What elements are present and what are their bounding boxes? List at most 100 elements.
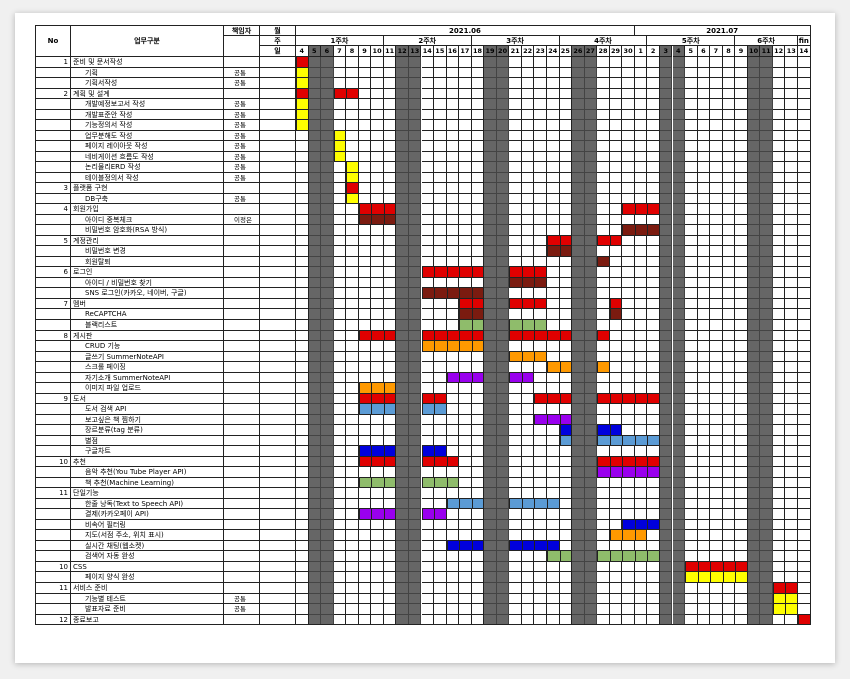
weekend-column [308, 46, 322, 626]
day-cell [622, 298, 635, 310]
day-cell [697, 362, 711, 373]
day-cell [358, 267, 372, 278]
task-name: 페이지 양식 완성 [71, 572, 224, 583]
day-cell [346, 351, 359, 363]
day-cell [584, 267, 598, 278]
day-cell [484, 99, 497, 110]
task-name: CSS [71, 561, 224, 573]
day-cell [735, 235, 748, 247]
day-cell [634, 99, 648, 110]
day-cell [446, 99, 460, 110]
bar-divider [521, 267, 523, 278]
day-cell [496, 277, 510, 289]
day-cell [421, 120, 435, 131]
day-cell [798, 120, 811, 131]
day-cell [710, 583, 723, 594]
row-spacer [260, 593, 296, 605]
day-cell [697, 330, 711, 342]
day-cell [446, 604, 460, 615]
day-cell [747, 488, 761, 499]
gantt-bar-darkred [609, 309, 623, 320]
day-cell [496, 141, 510, 152]
day-cell [509, 130, 522, 142]
day-cell [333, 572, 347, 583]
day-cell [396, 551, 409, 562]
day-cell [521, 204, 535, 215]
day-cell [346, 614, 359, 626]
bar-divider [634, 456, 636, 468]
day-cell [647, 488, 660, 499]
bar-divider [346, 88, 348, 100]
day-header: 11 [383, 46, 397, 57]
day-cell [785, 120, 798, 131]
day-cell [484, 298, 497, 310]
day-cell [798, 435, 811, 447]
day-cell [735, 141, 748, 152]
day-cell [459, 456, 472, 468]
day-cell [722, 225, 736, 236]
day-cell [496, 309, 510, 320]
day-cell [747, 593, 761, 605]
day-cell [459, 225, 472, 236]
day-cell [609, 414, 623, 426]
bar-divider [722, 572, 724, 583]
day-cell [747, 120, 761, 131]
day-cell [760, 67, 773, 79]
day-cell [760, 309, 773, 320]
day-cell [772, 488, 786, 499]
day-cell [659, 225, 673, 236]
day-cell [434, 362, 447, 373]
day-cell [722, 614, 736, 626]
day-cell [572, 425, 585, 436]
day-cell [647, 498, 660, 510]
day-cell [308, 99, 322, 110]
day-cell [496, 519, 510, 531]
day-cell [321, 130, 334, 142]
day-cell [798, 383, 811, 394]
day-cell [647, 67, 660, 79]
day-cell [772, 109, 786, 121]
day-cell [697, 498, 711, 510]
day-cell [333, 446, 347, 457]
day-cell [772, 99, 786, 110]
gantt-bar-red [622, 204, 660, 215]
day-cell [408, 362, 422, 373]
day-cell [421, 214, 435, 226]
day-cell [697, 488, 711, 499]
day-cell [547, 288, 560, 299]
day-cell [434, 551, 447, 562]
day-cell [484, 183, 497, 194]
day-cell [672, 509, 686, 520]
day-cell [496, 120, 510, 131]
day-cell [471, 561, 485, 573]
day-cell [722, 414, 736, 426]
day-cell [722, 509, 736, 520]
day-cell [685, 519, 698, 531]
day-cell [772, 551, 786, 562]
day-header: 13 [785, 46, 798, 57]
day-cell [521, 604, 535, 615]
day-cell [735, 551, 748, 562]
day-cell [672, 383, 686, 394]
day-cell [396, 193, 409, 205]
day-cell [722, 172, 736, 184]
day-cell [421, 141, 435, 152]
day-cell [446, 151, 460, 163]
day-cell [634, 561, 648, 573]
bar-divider [647, 467, 649, 478]
day-cell [609, 404, 623, 415]
day-cell [308, 162, 322, 173]
day-cell [333, 551, 347, 562]
day-cell [496, 172, 510, 184]
day-cell [521, 99, 535, 110]
row-number: 6 [35, 267, 71, 278]
header-month-label: 월 [260, 25, 296, 36]
day-cell [760, 214, 773, 226]
day-cell [534, 172, 547, 184]
day-cell [484, 309, 497, 320]
day-cell [634, 572, 648, 583]
day-header: 6 [321, 46, 334, 57]
day-cell [735, 456, 748, 468]
task-name: 계정관리 [71, 235, 224, 247]
bar-divider [434, 393, 436, 405]
